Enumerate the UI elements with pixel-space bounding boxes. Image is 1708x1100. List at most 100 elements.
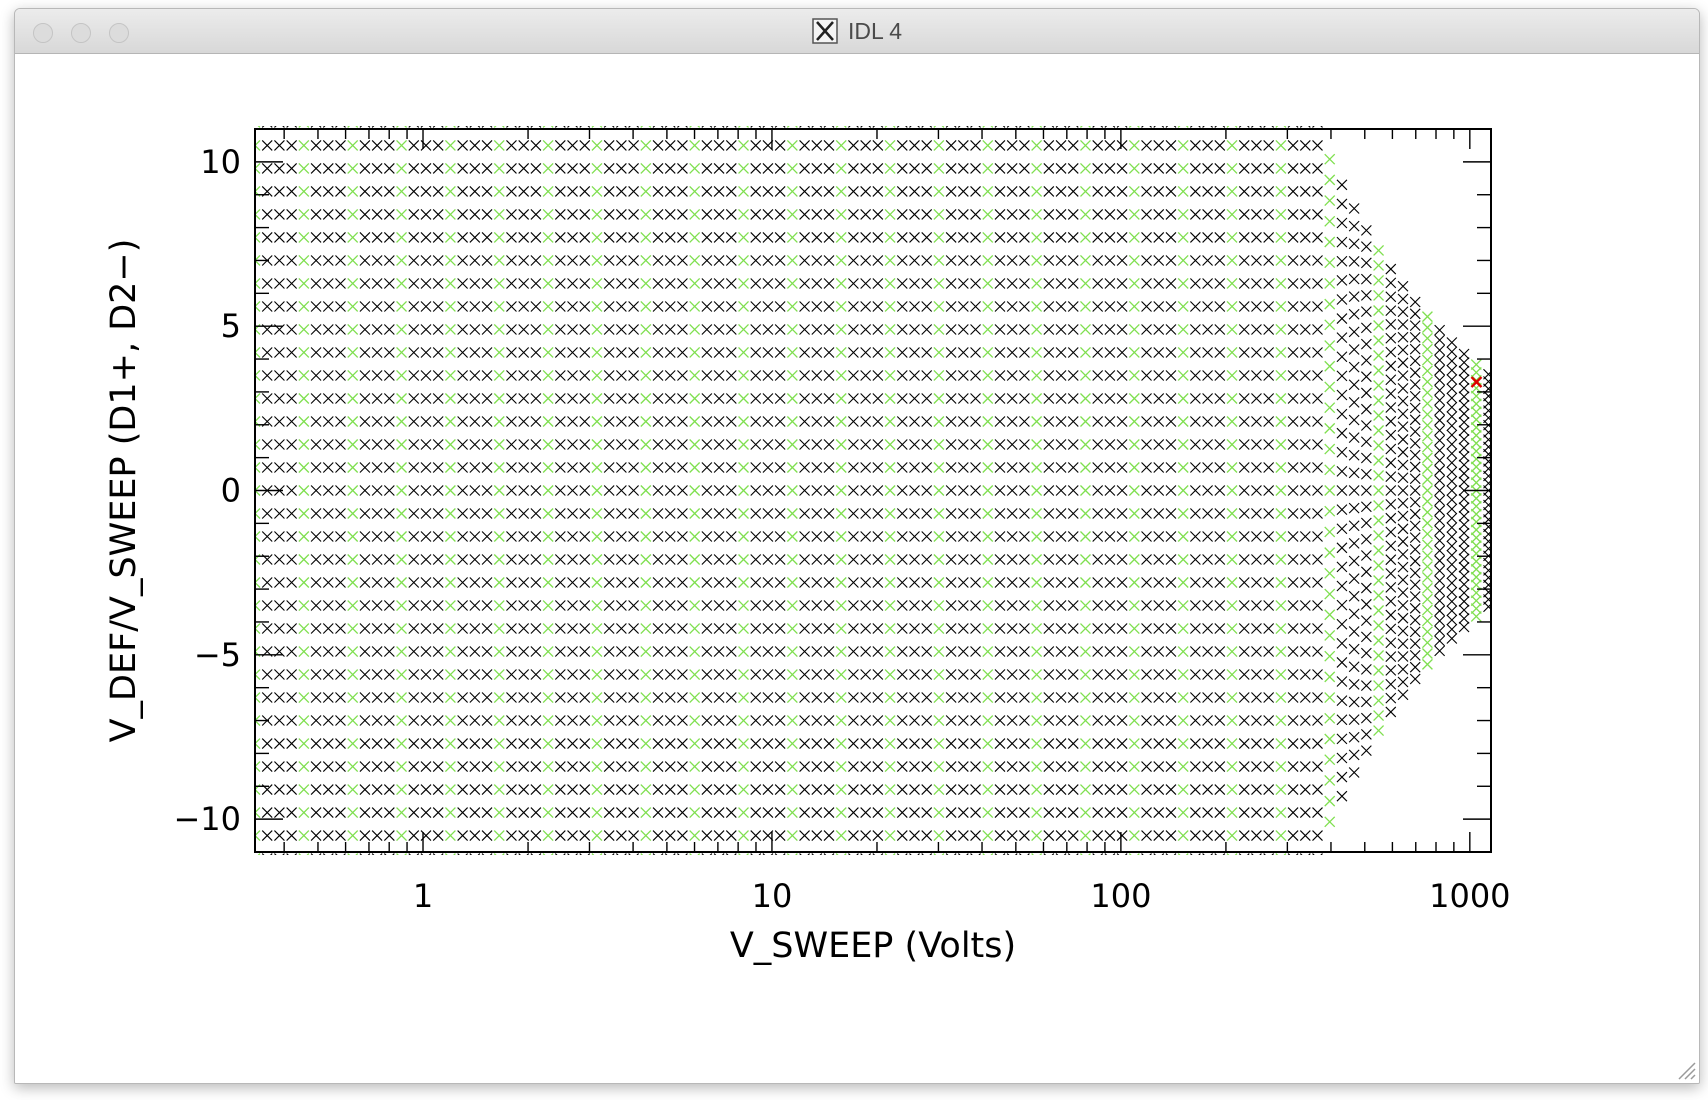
data-point xyxy=(1421,648,1433,659)
data-point xyxy=(701,301,713,312)
data-point xyxy=(945,807,957,818)
data-point xyxy=(457,600,469,611)
data-point xyxy=(1458,544,1470,556)
data-point xyxy=(811,232,823,243)
data-point xyxy=(1165,692,1177,703)
data-point xyxy=(1373,425,1385,436)
data-point xyxy=(1019,623,1030,634)
data-point xyxy=(1434,525,1446,536)
data-point xyxy=(1019,186,1030,197)
data-point xyxy=(921,692,933,703)
data-point xyxy=(1446,355,1458,367)
data-point xyxy=(1446,383,1458,395)
data-point xyxy=(603,577,615,588)
data-point xyxy=(738,600,749,611)
data-point xyxy=(530,301,542,312)
data-point xyxy=(713,784,725,795)
data-point xyxy=(457,623,469,634)
data-point xyxy=(860,439,872,450)
data-point xyxy=(1409,650,1421,661)
data-point xyxy=(957,738,969,749)
data-point xyxy=(1336,695,1348,707)
data-point xyxy=(335,715,346,726)
data-point xyxy=(811,462,823,473)
data-point xyxy=(603,646,615,657)
data-point xyxy=(774,715,786,726)
data-point xyxy=(255,162,261,174)
data-point xyxy=(652,324,664,335)
data-point xyxy=(1067,577,1079,588)
data-point xyxy=(860,416,872,427)
data-point xyxy=(579,853,591,855)
close-button[interactable] xyxy=(33,23,53,43)
data-point xyxy=(444,139,456,151)
data-point xyxy=(579,462,591,473)
data-point xyxy=(774,669,786,680)
data-point xyxy=(799,554,810,565)
data-point xyxy=(567,140,578,151)
data-point xyxy=(786,646,798,657)
data-point xyxy=(506,853,517,855)
data-point xyxy=(1153,462,1165,473)
data-point xyxy=(335,692,346,703)
data-point xyxy=(469,761,481,772)
data-point xyxy=(1251,232,1262,243)
data-point xyxy=(1434,455,1446,466)
data-point xyxy=(396,231,408,243)
data-point xyxy=(347,254,359,266)
data-point xyxy=(994,784,1006,795)
data-point xyxy=(933,623,945,634)
data-point xyxy=(786,139,798,151)
data-point xyxy=(811,324,823,335)
minimize-button[interactable] xyxy=(71,23,91,43)
data-point xyxy=(725,462,737,473)
data-point xyxy=(872,347,884,358)
data-point xyxy=(1348,220,1360,232)
data-point xyxy=(1080,623,1091,634)
data-point xyxy=(310,761,322,772)
data-point xyxy=(554,692,566,703)
data-point xyxy=(298,508,310,519)
data-point xyxy=(1434,434,1446,446)
data-point xyxy=(994,669,1006,680)
data-point xyxy=(1165,830,1177,841)
data-point xyxy=(921,646,933,657)
data-point xyxy=(994,416,1006,427)
data-point xyxy=(1458,433,1470,445)
data-point xyxy=(664,232,676,243)
data-point xyxy=(750,370,762,381)
data-point xyxy=(1348,467,1360,479)
data-point xyxy=(1385,526,1397,538)
data-point xyxy=(286,301,298,312)
data-point xyxy=(799,692,810,703)
data-point xyxy=(444,416,456,427)
data-point xyxy=(1251,531,1262,542)
data-point xyxy=(469,623,481,634)
data-point xyxy=(335,646,346,657)
data-point xyxy=(1128,853,1140,855)
resize-grip-icon[interactable] xyxy=(1675,1059,1697,1081)
data-point xyxy=(664,577,676,588)
data-point xyxy=(444,531,456,542)
data-point xyxy=(1446,512,1458,524)
data-point xyxy=(444,231,456,243)
data-point xyxy=(396,254,408,266)
data-point xyxy=(1287,531,1299,542)
data-point xyxy=(835,715,847,727)
data-point xyxy=(725,853,737,855)
data-point xyxy=(664,830,676,841)
data-point xyxy=(872,853,884,855)
data-point xyxy=(860,577,872,588)
data-point xyxy=(359,623,371,634)
data-point xyxy=(1251,416,1262,427)
data-point xyxy=(1458,493,1470,505)
zoom-button[interactable] xyxy=(109,23,129,43)
data-point xyxy=(1373,275,1385,286)
data-point xyxy=(774,692,786,703)
data-point xyxy=(1116,416,1128,427)
data-point xyxy=(591,623,603,634)
data-point xyxy=(359,255,371,266)
data-point xyxy=(1299,126,1311,128)
data-point xyxy=(1128,784,1140,796)
title-bar[interactable]: IDL 4 xyxy=(15,9,1699,54)
